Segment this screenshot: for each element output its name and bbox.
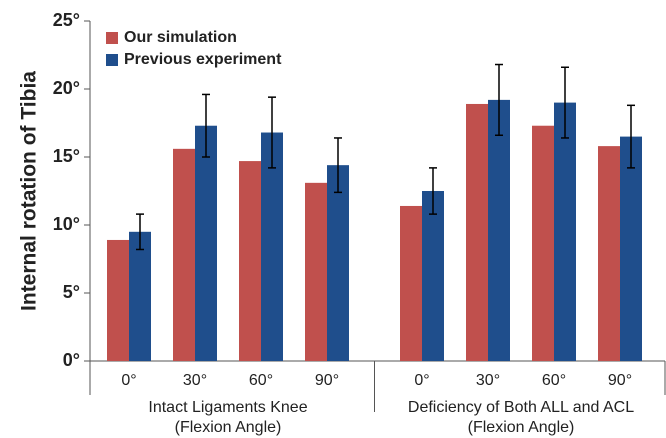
legend-swatch xyxy=(106,32,118,44)
y-tick-label: 25° xyxy=(53,10,80,30)
group-label: Deficiency of Both ALL and ACL xyxy=(408,399,634,416)
x-tick-label: 0° xyxy=(414,372,429,389)
bar xyxy=(554,102,576,361)
x-tick-label: 90° xyxy=(608,372,632,389)
bar xyxy=(129,231,151,361)
x-tick-label: 60° xyxy=(249,372,273,389)
bar xyxy=(488,99,510,361)
group-label: (Flexion Angle) xyxy=(468,419,575,436)
bar xyxy=(107,239,129,361)
y-tick-label: 5° xyxy=(63,282,80,302)
legend-swatch xyxy=(106,54,118,66)
x-tick-label: 30° xyxy=(476,372,500,389)
legend-label: Previous experiment xyxy=(124,51,282,68)
bar xyxy=(173,148,195,361)
x-tick-label: 0° xyxy=(121,372,136,389)
y-tick-label: 0° xyxy=(63,350,80,370)
bar xyxy=(195,125,217,361)
bar xyxy=(620,136,642,361)
y-tick-label: 10° xyxy=(53,214,80,234)
group-label: (Flexion Angle) xyxy=(175,419,282,436)
bar xyxy=(400,205,422,361)
y-tick-label: 20° xyxy=(53,78,80,98)
bar xyxy=(327,165,349,361)
x-tick-label: 30° xyxy=(183,372,207,389)
bar xyxy=(466,103,488,362)
x-tick-label: 90° xyxy=(315,372,339,389)
bar xyxy=(422,191,444,361)
bar xyxy=(305,182,327,361)
y-axis-title: Internal rotation of Tibia xyxy=(18,71,41,311)
x-tick-label: 60° xyxy=(542,372,566,389)
bar xyxy=(598,146,620,361)
group-label: Intact Ligaments Knee xyxy=(148,399,307,416)
bar xyxy=(261,132,283,361)
legend-label: Our simulation xyxy=(124,29,237,46)
y-tick-label: 15° xyxy=(53,146,80,166)
bar xyxy=(239,161,261,361)
bar xyxy=(532,125,554,361)
